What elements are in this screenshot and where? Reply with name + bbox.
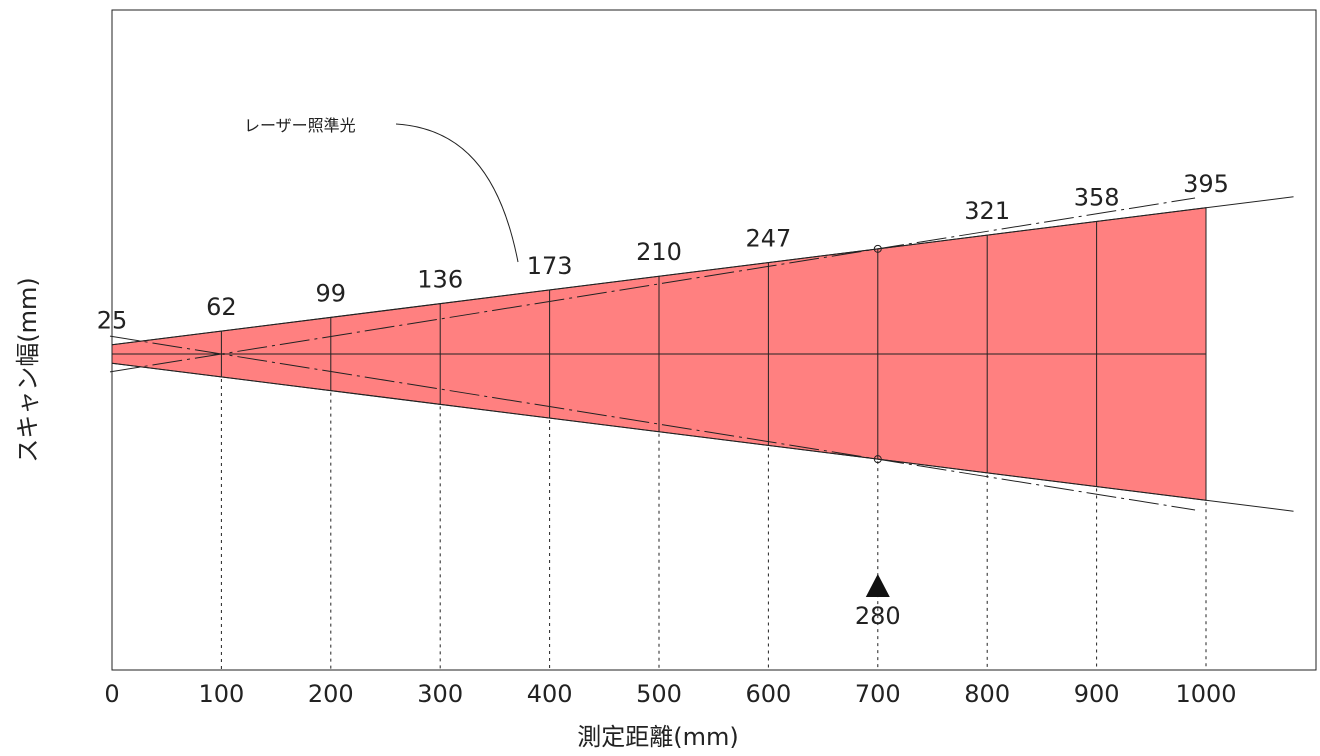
x-tick-label: 800 (964, 680, 1010, 708)
laser-annotation: レーザー照準光 (244, 116, 356, 135)
width-label: 321 (964, 197, 1010, 225)
x-tick-label: 0 (104, 680, 119, 708)
width-label: 173 (527, 252, 573, 280)
x-tick-labels: 0 100 200 300 400 500 600 700 800 900 1000 (104, 680, 1236, 708)
width-label: 25 (97, 307, 128, 335)
width-label: 358 (1074, 183, 1120, 211)
width-label: 395 (1183, 170, 1229, 198)
width-label: 136 (417, 266, 463, 294)
y-axis-title: スキャン幅(mm) (14, 277, 42, 462)
laser-annotation-leader (396, 124, 518, 262)
x-tick-label: 400 (527, 680, 573, 708)
x-tick-label: 200 (308, 680, 354, 708)
x-tick-label: 300 (417, 680, 463, 708)
x-tick-label: 1000 (1175, 680, 1236, 708)
width-label: 62 (206, 293, 237, 321)
marker-triangle (866, 574, 890, 597)
x-tick-label: 700 (855, 680, 901, 708)
width-label: 210 (636, 238, 682, 266)
marker-label: 280 (855, 602, 901, 630)
width-label: 247 (745, 225, 791, 253)
x-axis-title: 測定距離(mm) (577, 723, 738, 751)
x-tick-label: 100 (198, 680, 244, 708)
x-tick-label: 600 (745, 680, 791, 708)
x-tick-label: 500 (636, 680, 682, 708)
x-tick-label: 900 (1074, 680, 1120, 708)
width-label: 99 (316, 279, 347, 307)
